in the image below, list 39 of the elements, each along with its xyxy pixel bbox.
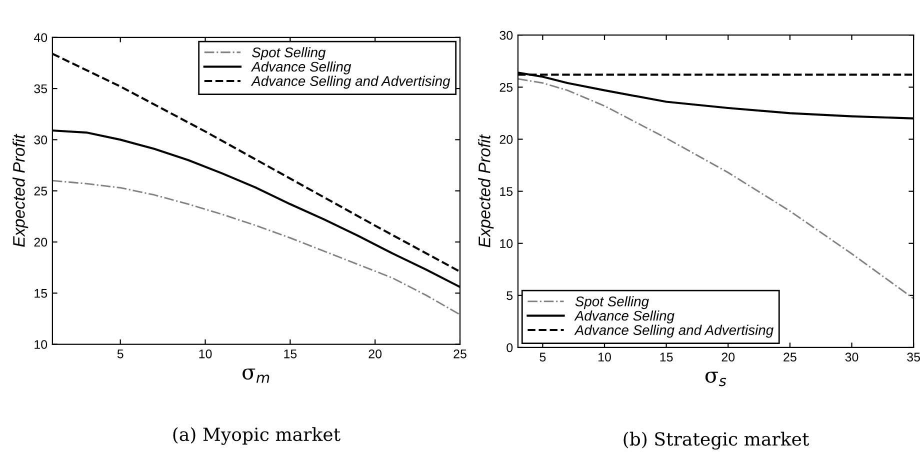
x-tick-label: 15: [284, 350, 297, 358]
y-tick-label: 15: [500, 187, 513, 196]
x-tick-label: 35: [907, 352, 920, 362]
x-tick-label: 25: [784, 352, 796, 362]
x-tick-label: 20: [368, 349, 382, 358]
y-tick-label: 15: [34, 289, 48, 298]
y-tick-label: 25: [34, 186, 48, 196]
y-tick-label: 40: [34, 33, 48, 42]
y-tick-label: 10: [500, 239, 513, 248]
x-tick-label: 25: [454, 349, 466, 358]
legend-label: Advance Selling: [250, 61, 352, 74]
legend-label: Advance Selling and Advertising: [250, 76, 450, 89]
y-tick-label: 20: [500, 135, 513, 144]
line-series: [52, 180, 460, 316]
y-tick-label: 30: [500, 30, 513, 40]
legend-label: Spot Selling: [575, 296, 649, 310]
x-axis-title: σ$_{m}$: [242, 368, 270, 383]
x-tick-label: 30: [845, 352, 858, 362]
legend-label: Advance Selling: [574, 310, 674, 324]
y-tick-label: 20: [34, 238, 48, 247]
x-tick-label: 10: [199, 349, 212, 358]
x-tick-label: 20: [722, 352, 735, 362]
y-axis-title: Expected Profit: [12, 134, 28, 247]
y-tick-label: 5: [506, 291, 513, 300]
y-tick-label: 30: [34, 135, 48, 144]
y-axis-title: Expected Profit: [478, 134, 494, 248]
legend-label: Spot Selling: [252, 47, 326, 60]
y-tick-label: 25: [500, 82, 513, 92]
x-tick-label: 15: [660, 352, 673, 362]
legend-label: Advance Selling and Advertising: [574, 324, 774, 338]
x-tick-label: 10: [598, 352, 611, 362]
y-tick-label: 0: [506, 343, 513, 352]
x-tick-label: 5: [540, 352, 546, 362]
x-axis-title: σ$_{s}$: [705, 372, 726, 386]
y-tick-label: 35: [34, 84, 48, 94]
y-tick-label: 10: [34, 340, 48, 349]
text: (b) Strategic market: [624, 432, 810, 450]
x-tick-label: 5: [117, 350, 124, 358]
text: (a) Myopic market: [173, 427, 340, 445]
